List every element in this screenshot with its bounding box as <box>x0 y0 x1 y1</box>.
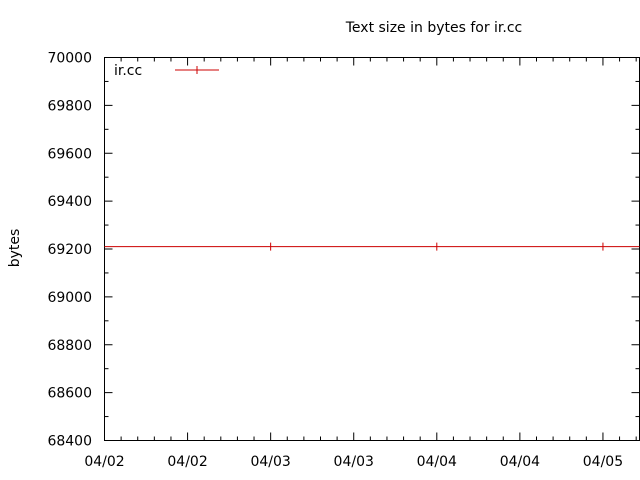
x-tick-label: 04/04 <box>500 454 540 470</box>
y-tick-label: 69200 <box>47 242 92 258</box>
x-tick-label: 04/03 <box>334 454 374 470</box>
series-layer <box>104 242 640 251</box>
plot-frame <box>104 57 640 441</box>
legend-series-label: ir.cc <box>114 63 142 79</box>
legend: ir.cc <box>114 63 219 79</box>
x-tick-label: 04/03 <box>250 454 290 470</box>
y-axis-ticks: 68400 68600 68800 69000 69200 69400 69600 69800… <box>47 51 640 450</box>
x-tick-label: 04/05 <box>583 454 623 470</box>
x-tick-label: 04/02 <box>167 454 207 470</box>
y-tick-label: 69400 <box>47 194 92 210</box>
y-tick-label: 68400 <box>47 434 92 450</box>
x-axis-ticks: 04/02 04/02 04/03 04/03 04/04 04/04 04/05 <box>84 57 637 470</box>
y-axis-label: bytes <box>7 229 23 268</box>
chart-title: Text size in bytes for ir.cc <box>345 20 523 36</box>
y-tick-label: 69800 <box>47 98 92 114</box>
y-tick-label: 68800 <box>47 338 92 354</box>
x-tick-label: 04/04 <box>417 454 457 470</box>
y-tick-label: 69600 <box>47 146 92 162</box>
y-tick-label: 70000 <box>47 51 92 67</box>
y-tick-label: 69000 <box>47 290 92 306</box>
y-tick-label: 68600 <box>47 386 92 402</box>
x-tick-label: 04/02 <box>84 454 124 470</box>
